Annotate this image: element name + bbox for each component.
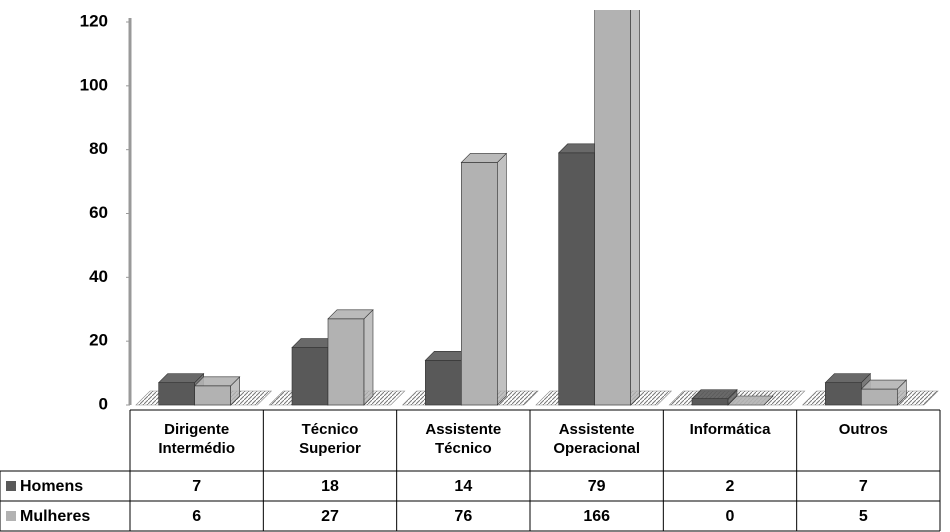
- category-label: Assistente Operacional: [553, 421, 641, 457]
- bar-top: [824, 373, 872, 383]
- bar: [460, 152, 508, 406]
- y-tick-label: 20: [89, 331, 108, 350]
- bar-front: [291, 347, 329, 406]
- table-value: 6: [192, 508, 201, 525]
- table-value: 27: [321, 508, 339, 525]
- bar-front: [425, 360, 462, 406]
- y-tick-label: 60: [89, 203, 108, 222]
- category-label: Técnico Superior: [299, 421, 361, 457]
- bar: [327, 309, 374, 406]
- table-value: 0: [726, 508, 735, 525]
- y-tick-label: 0: [99, 394, 108, 413]
- bar: [727, 395, 774, 406]
- bar-front: [691, 398, 729, 406]
- bar-front: [194, 385, 231, 406]
- y-tick-label: 120: [80, 11, 108, 30]
- bar-top: [327, 309, 374, 320]
- table-value: 5: [859, 508, 868, 525]
- table-value: 76: [454, 508, 472, 525]
- legend-swatch: [6, 511, 16, 521]
- bar-front: [861, 388, 898, 406]
- bar-top: [727, 395, 774, 406]
- bar-top: [860, 379, 908, 390]
- y-tick-label: 40: [89, 267, 108, 286]
- legend-label: Homens: [20, 478, 83, 495]
- bar: [594, 10, 640, 406]
- bar: [691, 388, 738, 406]
- category-label: Assistente Técnico: [425, 421, 502, 457]
- bar-top: [691, 389, 738, 399]
- category-label: Informática: [689, 421, 771, 438]
- bar-side: [497, 152, 507, 406]
- bar-side: [630, 10, 640, 406]
- bar-front: [558, 152, 595, 406]
- bar-side: [363, 309, 374, 406]
- table-value: 18: [321, 478, 339, 495]
- bar-top: [193, 376, 241, 387]
- bar-front: [594, 10, 631, 406]
- bar-front: [461, 162, 498, 406]
- bar-top: [157, 373, 205, 383]
- category-label: Outros: [838, 421, 888, 438]
- bar-front: [825, 382, 862, 406]
- y-tick-label: 80: [89, 139, 108, 158]
- table-value: 166: [583, 508, 610, 525]
- legend-label: Mulheres: [20, 508, 90, 525]
- category-label: Dirigente Intermédio: [158, 421, 235, 457]
- table-value: 2: [726, 478, 735, 495]
- bar-front: [158, 382, 195, 406]
- bar-top: [460, 153, 508, 163]
- table-value: 7: [859, 478, 868, 495]
- table-value: 14: [454, 478, 472, 495]
- bar: [860, 379, 908, 406]
- bar: [193, 376, 241, 406]
- bar-front: [327, 318, 365, 406]
- legend-swatch: [6, 481, 16, 491]
- table-value: 79: [588, 478, 606, 495]
- table-value: 7: [192, 478, 201, 495]
- y-tick-label: 100: [80, 75, 108, 94]
